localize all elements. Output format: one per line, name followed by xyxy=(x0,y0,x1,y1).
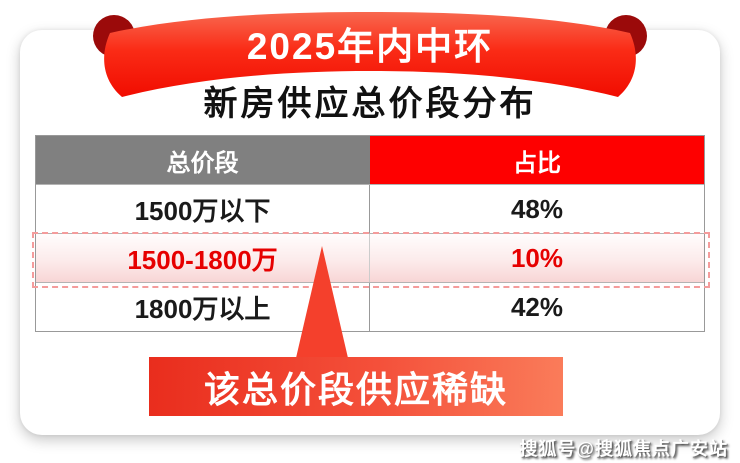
ribbon-band xyxy=(104,12,636,97)
page-subtitle: 新房供应总价段分布 xyxy=(203,85,537,123)
share-cell: 48% xyxy=(510,193,564,224)
banner-title: 2025年内中环 xyxy=(246,26,494,67)
table-header-row: 总价段 占比 xyxy=(36,136,704,184)
watermark: 搜狐号@搜狐焦点广安站 xyxy=(519,439,728,459)
share-cell-highlighted: 10% xyxy=(370,234,704,282)
table-header-share: 占比 xyxy=(370,136,704,184)
price-range-cell: 1800万以上 xyxy=(36,283,370,331)
callout-text: 该总价段供应稀缺 xyxy=(203,368,508,410)
callout-arrow-icon xyxy=(296,246,348,358)
table-row: 1800万以上 42% xyxy=(36,282,704,331)
table-header-price-range: 总价段 xyxy=(36,136,370,184)
title-ribbon-graphic xyxy=(93,12,647,97)
table-row-highlighted: 1500-1800万 10% xyxy=(36,233,704,282)
table-row: 1500万以下 48% xyxy=(36,184,704,233)
price-distribution-table: 总价段 占比 1500万以下 48% 1500-1800万 10% 1800万以… xyxy=(32,135,710,332)
price-range-cell: 1500万以下 xyxy=(36,185,370,233)
callout-banner: 该总价段供应稀缺 xyxy=(149,357,563,416)
share-cell: 42% xyxy=(510,291,564,322)
price-range-cell-highlighted: 1500-1800万 xyxy=(36,234,370,282)
